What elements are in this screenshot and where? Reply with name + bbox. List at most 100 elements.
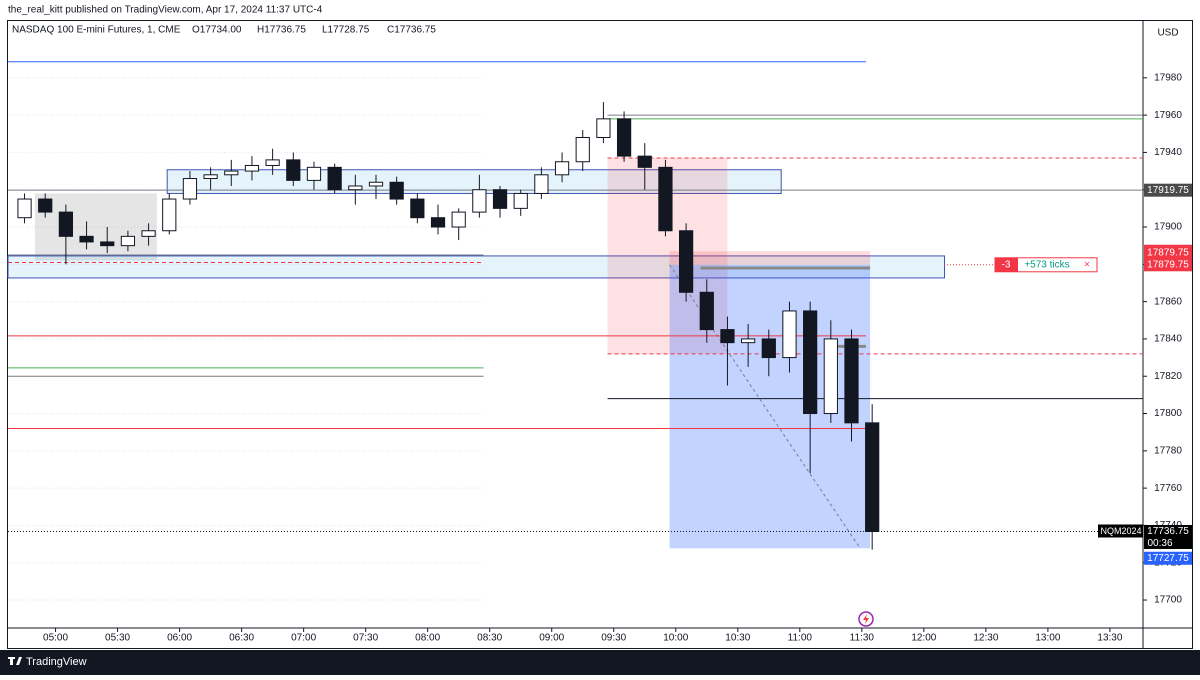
x-tick-label: 08:30 [477,633,502,644]
candle-body [286,159,301,181]
symbol-label: NQM2024 [1100,526,1141,536]
symbol-bg [1098,524,1143,538]
candle-body [306,166,322,181]
price-label: 17736.75 [1147,526,1189,537]
candle-body [761,338,776,359]
candle-body [596,118,611,138]
candle-body [120,235,136,247]
y-tick-label: 17980 [1154,72,1182,83]
candle-body [141,230,156,237]
candle-body [575,136,590,163]
y-tick-label: 17900 [1154,222,1182,233]
candle-body [451,211,466,228]
legend-ohlc: H17736.75 [257,25,306,36]
candle-body [554,161,570,176]
candle-body [348,185,363,191]
trade-close: × [1084,259,1090,270]
x-tick-label: 05:30 [105,633,130,644]
candle-body [616,118,632,157]
x-tick-label: 07:30 [353,633,378,644]
footer-brand: TradingView [26,656,87,668]
candle-body [17,198,32,219]
price-label-bg [1144,551,1192,565]
candle-body [741,338,756,344]
price-label: 17879.75 [1147,259,1189,270]
publish-header: the_real_kitt published on TradingView.c… [8,5,323,16]
candle-body [368,181,384,187]
candle-body [678,230,694,293]
candle-body [699,291,714,331]
candle-body [327,166,342,191]
candle-body [658,166,673,232]
x-tick-label: 12:00 [911,633,936,644]
candle-body [389,181,404,200]
candle-body [182,178,198,200]
legend-ohlc: L17728.75 [322,25,370,36]
candle-body [720,329,735,344]
zone [669,251,871,265]
price-label-bg [1144,246,1192,260]
y-tick-label: 17940 [1154,147,1182,158]
frame [7,20,1193,649]
plot [7,61,1143,601]
x-tick-label: 10:30 [725,633,750,644]
y-tick-label: 17760 [1154,483,1182,494]
trade-result: +573 ticks [1024,259,1069,270]
y-tick-label: 17820 [1154,371,1182,382]
x-tick-label: 05:00 [43,633,68,644]
candle-body [162,198,177,232]
candle-body [782,310,797,359]
candle-body [865,422,880,532]
x-tick-label: 13:00 [1035,633,1060,644]
legend-ohlc: C17736.75 [387,25,436,36]
candle-body [823,338,838,415]
candle-body [803,310,818,415]
candle-body [38,198,53,213]
candle-body [265,159,280,166]
candle-body [513,192,528,209]
x-tick-label: 11:30 [850,633,875,644]
x-tick-label: 11:00 [788,633,813,644]
currency: USD [1157,28,1178,39]
countdown-bg [1144,537,1192,549]
footer-bar [0,650,1200,675]
y-tick-label: 17860 [1154,296,1182,307]
countdown: 00:36 [1147,538,1172,549]
x-tick-label: 09:30 [601,633,626,644]
price-label: 17879.75 [1147,247,1189,258]
candle-body [430,217,446,228]
x-tick-label: 06:30 [229,633,254,644]
chart-title: NASDAQ 100 E-mini Futures, 1, CME [12,25,181,36]
x-tick-label: 09:00 [539,633,564,644]
candle-body [244,164,260,172]
x-tick-label: 13:30 [1097,633,1122,644]
zone [34,193,157,261]
candle-body [203,174,218,180]
y-tick-label: 17700 [1154,595,1182,606]
y-tick-label: 17780 [1154,445,1182,456]
zone [669,264,871,549]
candle-body [492,189,508,209]
x-tick-label: 07:00 [291,633,316,644]
candle-body [637,155,652,168]
trade-qty: -3 [1002,259,1011,270]
candle-body [844,338,859,424]
price-label: 17919.75 [1147,185,1189,196]
y-tick-label: 17840 [1154,334,1182,345]
candle-body [100,241,115,247]
price-label: 17727.75 [1147,553,1189,564]
trade-qty-bg [995,257,1018,272]
event-icon-bolt [863,614,869,624]
x-tick-label: 06:00 [167,633,192,644]
candle-body [58,211,74,237]
candle-body [410,198,425,219]
legend-ohlc: O17734.00 [192,25,242,36]
candle-body [79,235,94,243]
zone [7,255,946,279]
x-tick-label: 12:30 [973,633,998,644]
x-tick-label: 08:00 [415,633,440,644]
candle-body [534,174,549,194]
y-tick-label: 17960 [1154,110,1182,121]
